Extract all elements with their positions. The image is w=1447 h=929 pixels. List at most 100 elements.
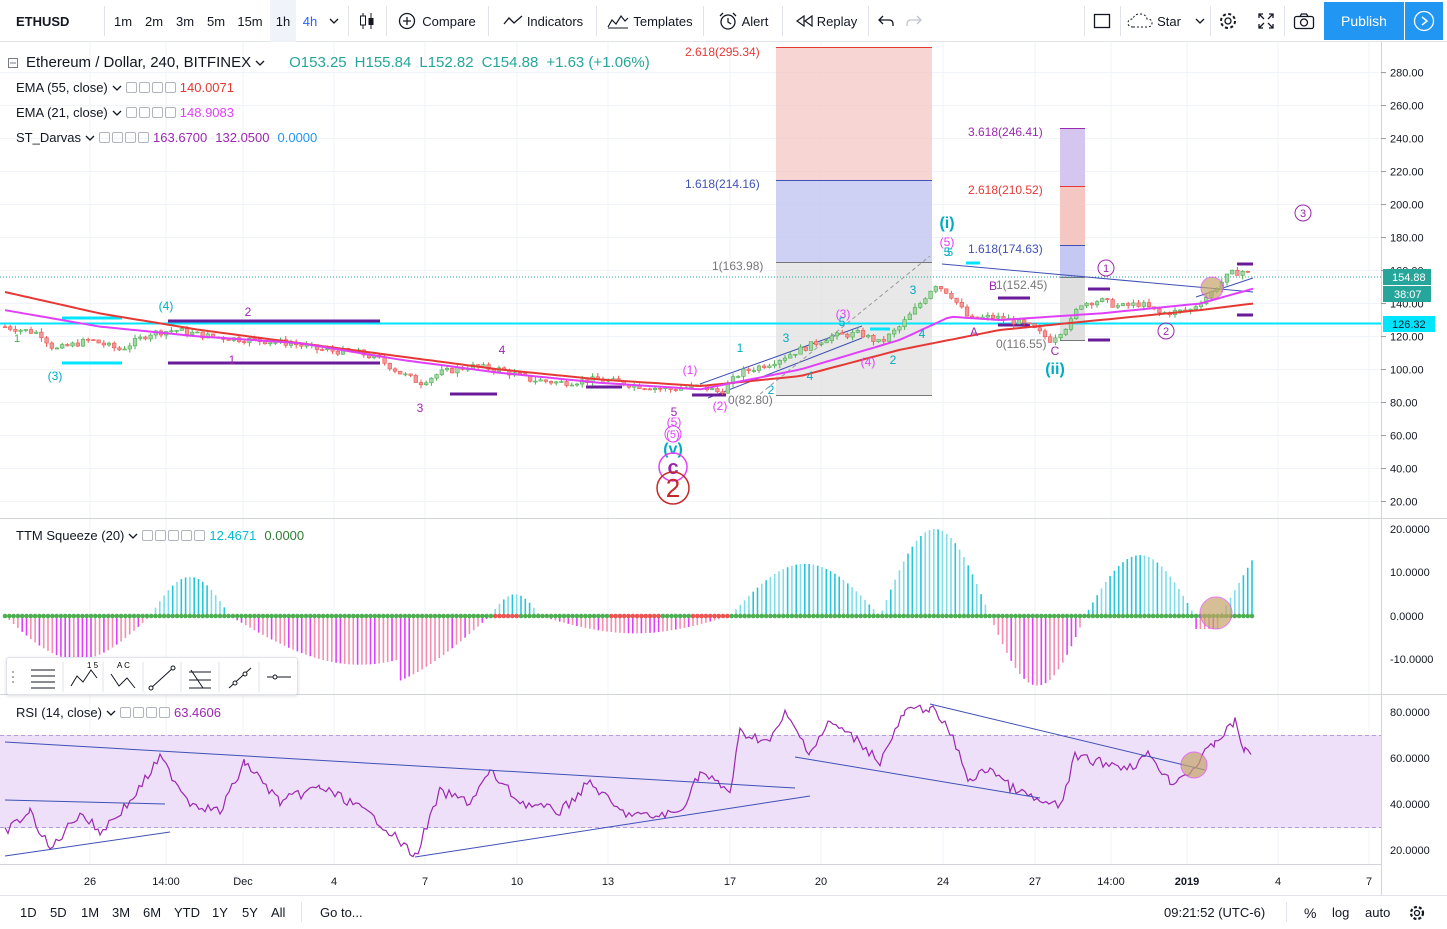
symbol-search[interactable]: ETHUSD (16, 13, 70, 29)
ema21-legend[interactable]: EMA (21, close) 148.9083 (16, 105, 234, 120)
legend-actions-icon[interactable] (142, 530, 206, 541)
replay-button[interactable]: Replay (788, 0, 864, 42)
squeeze-dot (497, 613, 502, 619)
candle-body (1193, 306, 1198, 310)
candle-body (60, 344, 65, 349)
interval-4h[interactable]: 4h (302, 13, 318, 29)
ttm-legend[interactable]: TTM Squeeze (20) 12.4671 0.0000 (16, 528, 304, 543)
squeeze-dot (755, 613, 760, 619)
drag-handle-icon[interactable] (12, 671, 14, 683)
interval-15m[interactable]: 15m (237, 13, 263, 29)
ray-icon[interactable] (228, 667, 252, 689)
range-1y[interactable]: 1Y (212, 905, 228, 920)
darvas-legend[interactable]: ST_Darvas 163.6700 132.0500 0.0000 (16, 130, 317, 145)
range-1m[interactable]: 1M (81, 905, 100, 920)
wave-label: 4 (919, 327, 926, 341)
horizontal-ray-icon[interactable] (267, 674, 291, 680)
publish-arrow-button[interactable] (1405, 2, 1443, 40)
chart-settings-gear-icon[interactable] (1408, 896, 1426, 929)
redo-icon[interactable] (900, 0, 928, 42)
wave-label: (5) (667, 415, 682, 429)
squeeze-dot (634, 613, 640, 619)
squeeze-dot (110, 613, 115, 619)
fullscreen-toggle-icon[interactable] (1088, 0, 1116, 42)
percent-scale-button[interactable]: % (1304, 904, 1317, 921)
candle-body (44, 337, 49, 344)
price-tick: 20.00 (1390, 497, 1418, 509)
fib-tool-icon[interactable] (31, 669, 55, 689)
undo-icon[interactable] (872, 0, 900, 42)
legend-actions-icon[interactable] (125, 82, 176, 93)
legend-actions-icon[interactable] (125, 107, 176, 118)
squeeze-dot (544, 613, 550, 619)
elliott-impulse-icon[interactable]: 1 5 (70, 661, 99, 687)
squeeze-dot (578, 613, 584, 619)
wave-label: 5 (947, 247, 953, 259)
chart-canvas[interactable]: 280.00260.00240.00220.00200.00180.00160.… (0, 42, 1447, 895)
range-ytd[interactable]: YTD (174, 905, 200, 920)
rsi-legend[interactable]: RSI (14, close) 63.4606 (16, 705, 221, 720)
star-button[interactable]: Star (1124, 0, 1208, 42)
chevron-down-icon[interactable] (112, 110, 122, 116)
interval-5m[interactable]: 5m (206, 13, 226, 29)
candle-body (1178, 309, 1183, 312)
candle-body (1058, 334, 1063, 339)
squeeze-dot (1099, 613, 1104, 619)
interval-3m[interactable]: 3m (175, 13, 195, 29)
settings-gear-icon[interactable] (1212, 0, 1244, 42)
chevron-down-icon[interactable] (85, 135, 95, 141)
candle-body (1141, 302, 1146, 307)
wave-label: 3 (783, 331, 790, 345)
clock-time[interactable]: 09:21:52 (UTC-6) (1164, 905, 1266, 920)
trend-line-icon[interactable] (148, 665, 176, 691)
candle-body (715, 388, 720, 393)
legend-actions-icon[interactable] (119, 707, 170, 718)
log-scale-button[interactable]: log (1332, 905, 1350, 920)
legend-actions-icon[interactable] (99, 132, 150, 143)
indicators-button[interactable]: Indicators (494, 0, 592, 42)
range-5y[interactable]: 5Y (242, 905, 258, 920)
goto-date-button[interactable]: Go to... (320, 905, 363, 920)
candle-style-icon[interactable] (352, 0, 382, 42)
interval-1h[interactable]: 1h (270, 0, 296, 42)
alert-button[interactable]: Alert (710, 0, 776, 42)
ema55-legend[interactable]: EMA (55, close) 140.0071 (16, 80, 234, 95)
range-3m[interactable]: 3M (112, 905, 131, 920)
squeeze-dot (905, 613, 911, 619)
templates-button[interactable]: Templates (602, 0, 698, 42)
chevron-down-icon[interactable] (255, 60, 265, 66)
fib2-zone-purple (1060, 128, 1085, 186)
collapse-icon[interactable] (8, 57, 18, 68)
camera-icon[interactable] (1288, 0, 1320, 42)
candle-body (424, 382, 429, 386)
squeeze-dot (1013, 613, 1018, 619)
bottom-toolbar: 1D 5D 1M 3M 6M YTD 1Y 5Y All Go to... 09… (0, 895, 1447, 928)
range-1d[interactable]: 1D (20, 905, 37, 920)
compare-button[interactable]: Compare (392, 0, 482, 42)
fullscreen-icon[interactable] (1250, 0, 1282, 42)
interval-2m[interactable]: 2m (144, 13, 164, 29)
squeeze-dot (359, 613, 365, 619)
pitchfork-icon[interactable] (189, 669, 211, 689)
squeeze-dot (179, 613, 184, 619)
chevron-down-icon[interactable] (106, 710, 116, 716)
chevron-down-icon[interactable] (112, 85, 122, 91)
range-6m[interactable]: 6M (143, 905, 162, 920)
squeeze-dot (148, 613, 154, 619)
squeeze-dot (901, 613, 906, 619)
compare-label: Compare (422, 13, 476, 29)
squeeze-dot (320, 613, 326, 619)
publish-button[interactable]: Publish (1324, 2, 1404, 40)
range-all[interactable]: All (271, 905, 286, 920)
interval-1m[interactable]: 1m (113, 13, 133, 29)
range-5d[interactable]: 5D (50, 905, 67, 920)
candle-body (954, 297, 959, 303)
interval-dropdown-chevron-down-icon[interactable] (324, 0, 344, 42)
auto-scale-button[interactable]: auto (1365, 905, 1391, 920)
candle-body (434, 374, 439, 379)
candle-body (1084, 302, 1089, 307)
chart-area[interactable]: 280.00260.00240.00220.00200.00180.00160.… (0, 42, 1447, 895)
squeeze-dot (858, 613, 863, 619)
chevron-down-icon[interactable] (128, 533, 138, 539)
elliott-correction-icon[interactable]: A C (110, 661, 136, 689)
